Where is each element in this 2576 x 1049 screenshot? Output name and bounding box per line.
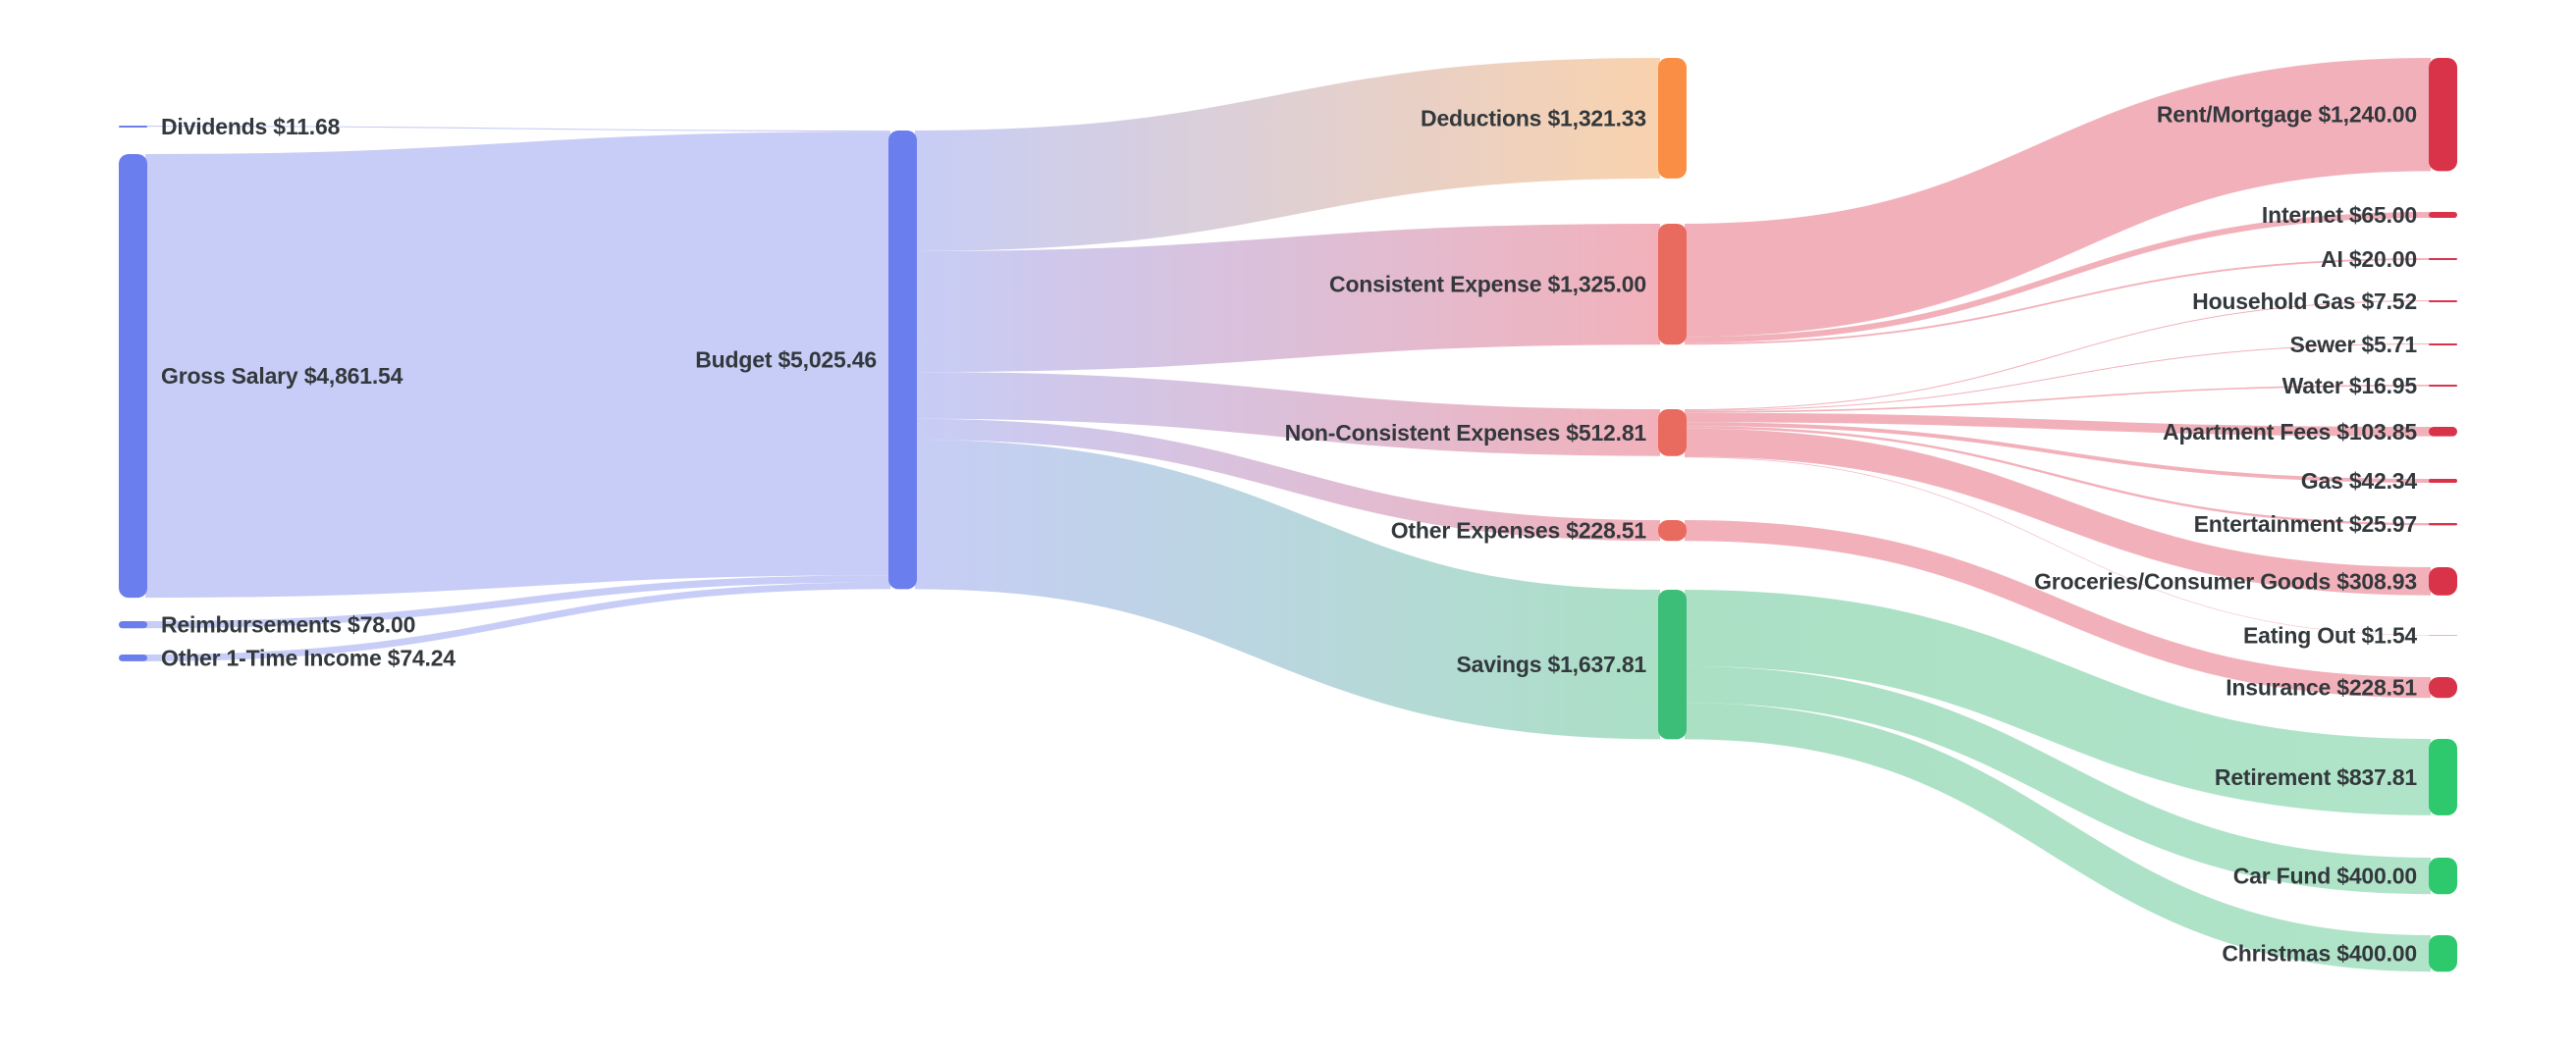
node-groceries-consumer-goods[interactable] — [2429, 567, 2457, 596]
flow-other-expenses-to-insurance[interactable] — [1684, 520, 2432, 699]
node-budget[interactable] — [888, 131, 917, 590]
flow-non-consistent-expenses-to-household-gas[interactable] — [1684, 300, 2432, 410]
label-insurance: Insurance $228.51 — [2226, 675, 2417, 701]
node-household-gas[interactable] — [2429, 300, 2457, 302]
label-consistent-expense: Consistent Expense $1,325.00 — [1329, 272, 1646, 297]
node-car-fund[interactable] — [2429, 858, 2457, 895]
node-sewer[interactable] — [2429, 343, 2457, 345]
label-entertainment: Entertainment $25.97 — [2194, 511, 2417, 537]
flow-non-consistent-expenses-to-entertainment[interactable] — [1684, 426, 2432, 526]
flow-gross-salary-to-budget[interactable] — [144, 131, 891, 599]
label-internet: Internet $65.00 — [2262, 202, 2417, 228]
label-rent-mortgage: Rent/Mortgage $1,240.00 — [2157, 102, 2417, 128]
nodes-layer — [119, 58, 2457, 972]
node-apartment-fees[interactable] — [2429, 427, 2457, 437]
flow-budget-to-savings[interactable] — [914, 440, 1661, 740]
flow-consistent-expense-to-rent-mortgage[interactable] — [1684, 58, 2432, 338]
label-gross-salary: Gross Salary $4,861.54 — [161, 363, 403, 389]
flow-dividends-to-budget[interactable] — [144, 125, 891, 132]
node-ai[interactable] — [2429, 258, 2457, 260]
label-christmas: Christmas $400.00 — [2222, 941, 2417, 967]
node-dividends[interactable] — [119, 126, 147, 128]
label-savings: Savings $1,637.81 — [1456, 652, 1646, 677]
node-water[interactable] — [2429, 385, 2457, 387]
label-gas: Gas $42.34 — [2301, 468, 2418, 494]
node-deductions[interactable] — [1658, 58, 1687, 179]
label-budget: Budget $5,025.46 — [695, 347, 877, 373]
node-rent-mortgage[interactable] — [2429, 58, 2457, 172]
label-other-expenses: Other Expenses $228.51 — [1391, 518, 1647, 544]
flow-budget-to-non-consistent-expenses[interactable] — [914, 372, 1661, 456]
label-apartment-fees: Apartment Fees $103.85 — [2163, 419, 2417, 445]
label-water: Water $16.95 — [2282, 373, 2418, 398]
flow-other-1-time-income-to-budget[interactable] — [144, 582, 891, 661]
node-gas[interactable] — [2429, 479, 2457, 483]
flow-non-consistent-expenses-to-eating-out[interactable] — [1684, 456, 2432, 636]
label-sewer: Sewer $5.71 — [2289, 332, 2417, 357]
label-ai: AI $20.00 — [2321, 246, 2417, 272]
flow-non-consistent-expenses-to-sewer[interactable] — [1684, 343, 2432, 411]
node-other-expenses[interactable] — [1658, 520, 1687, 542]
node-retirement[interactable] — [2429, 739, 2457, 815]
label-reimbursements: Reimbursements $78.00 — [161, 612, 415, 638]
flow-budget-to-other-expenses[interactable] — [914, 418, 1661, 542]
flow-non-consistent-expenses-to-groceries-consumer-goods[interactable] — [1684, 428, 2432, 596]
node-internet[interactable] — [2429, 212, 2457, 219]
node-eating-out[interactable] — [2429, 635, 2457, 636]
labels-layer: Dividends $11.68 Gross Salary $4,861.54 Re… — [161, 102, 2418, 967]
node-entertainment[interactable] — [2429, 523, 2457, 526]
node-reimbursements[interactable] — [119, 621, 147, 629]
flow-savings-to-car-fund[interactable] — [1684, 665, 2432, 895]
label-household-gas: Household Gas $7.52 — [2192, 288, 2417, 314]
flows-layer — [144, 58, 2432, 972]
label-deductions: Deductions $1,321.33 — [1421, 105, 1646, 131]
flow-consistent-expense-to-internet[interactable] — [1684, 212, 2432, 343]
node-gross-salary[interactable] — [119, 154, 147, 599]
node-insurance[interactable] — [2429, 677, 2457, 699]
label-car-fund: Car Fund $400.00 — [2233, 864, 2417, 889]
flow-savings-to-christmas[interactable] — [1684, 703, 2432, 972]
node-other-1-time-income[interactable] — [119, 655, 147, 661]
label-eating-out: Eating Out $1.54 — [2243, 623, 2417, 649]
label-non-consistent-expenses: Non-Consistent Expenses $512.81 — [1285, 420, 1647, 446]
flow-non-consistent-expenses-to-gas[interactable] — [1684, 422, 2432, 483]
node-savings[interactable] — [1658, 590, 1687, 740]
flow-budget-to-consistent-expense[interactable] — [914, 224, 1661, 373]
flow-consistent-expense-to-ai[interactable] — [1684, 258, 2432, 345]
flow-non-consistent-expenses-to-water[interactable] — [1684, 385, 2432, 413]
label-other-1-time-income: Other 1-Time Income $74.24 — [161, 646, 456, 671]
label-dividends: Dividends $11.68 — [161, 114, 341, 139]
flow-reimbursements-to-budget[interactable] — [144, 575, 891, 629]
node-consistent-expense[interactable] — [1658, 224, 1687, 345]
node-christmas[interactable] — [2429, 935, 2457, 972]
flow-savings-to-retirement[interactable] — [1684, 590, 2432, 815]
label-retirement: Retirement $837.81 — [2215, 764, 2417, 790]
node-non-consistent-expenses[interactable] — [1658, 409, 1687, 456]
flow-budget-to-deductions[interactable] — [914, 58, 1661, 251]
label-groceries-consumer-goods: Groceries/Consumer Goods $308.93 — [2034, 568, 2417, 594]
flow-non-consistent-expenses-to-apartment-fees[interactable] — [1684, 412, 2432, 437]
